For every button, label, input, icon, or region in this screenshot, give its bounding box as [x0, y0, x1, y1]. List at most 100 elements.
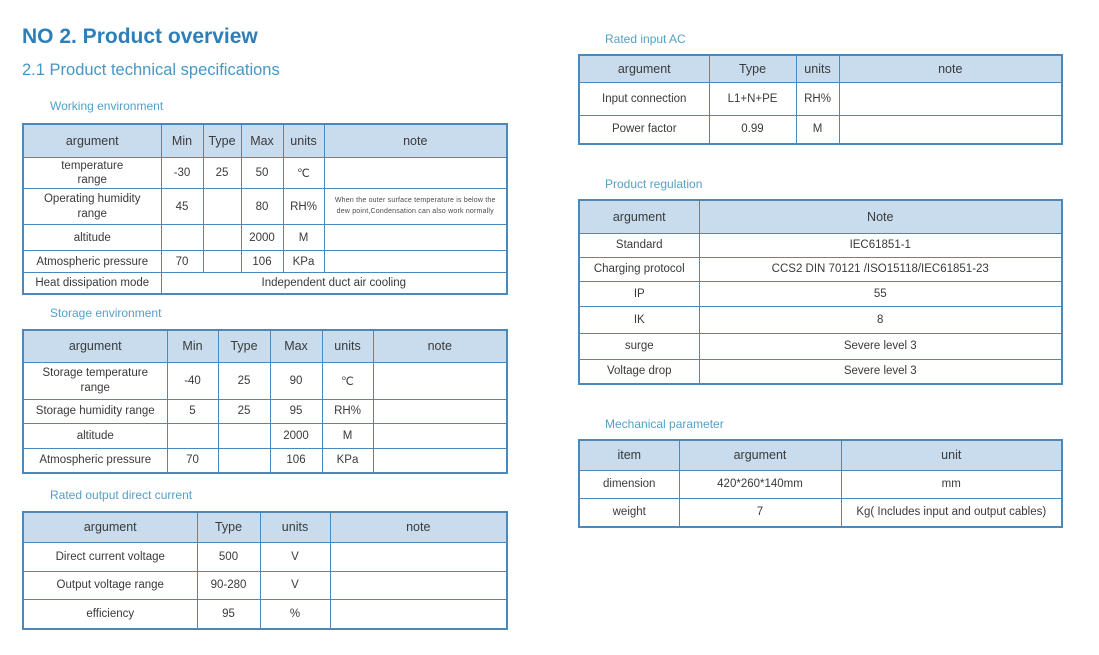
table-header-row: argument Min Type Max units note: [22, 329, 508, 363]
table-cell: 8: [698, 305, 1063, 334]
table-row: Direct current voltage 500 V: [22, 541, 508, 572]
table-cell: [372, 447, 508, 474]
column-header: units: [259, 511, 331, 543]
table-cell: weight: [578, 497, 680, 528]
table-cell: Severe level 3: [698, 358, 1063, 385]
table-cell: IEC61851-1: [698, 232, 1063, 258]
table-cell: M: [321, 422, 374, 449]
column-header: Type: [217, 329, 271, 363]
table-cell: [166, 422, 219, 449]
table-cell: 70: [160, 250, 204, 274]
table-cell: [217, 447, 271, 474]
column-header: Min: [166, 329, 219, 363]
table-cell: [329, 541, 508, 572]
table-cell: Heat dissipation mode: [22, 272, 162, 295]
table-cell: Atmospheric pressure: [22, 447, 168, 474]
column-header: Max: [240, 123, 284, 158]
column-header: argument: [22, 329, 168, 363]
column-header: Max: [269, 329, 323, 363]
table-header-row: argument Min Type Max units note: [22, 123, 508, 158]
table-cell: [323, 224, 508, 252]
column-header: units: [795, 54, 840, 83]
working-environment-label: Working environment: [50, 99, 164, 113]
table-row: Heat dissipation mode Independent duct a…: [22, 272, 508, 295]
working-environment-table: argument Min Type Max units note tempera…: [22, 123, 508, 295]
column-header: Type: [708, 54, 797, 83]
table-cell: Output voltage range: [22, 570, 198, 600]
column-header: units: [321, 329, 374, 363]
table-cell: [323, 156, 508, 190]
rated-input-ac-label: Rated input AC: [605, 32, 686, 46]
table-row: altitude 2000 M: [22, 224, 508, 252]
table-row: IK 8: [578, 305, 1063, 334]
table-cell: 0.99: [708, 114, 797, 145]
table-cell: 2000: [240, 224, 284, 252]
column-header: note: [323, 123, 508, 158]
table-cell: CCS2 DIN 70121 /ISO15118/IEC61851-23: [698, 256, 1063, 282]
table-cell: 106: [240, 250, 284, 274]
table-cell: -30: [160, 156, 204, 190]
table-row: Standard IEC61851-1: [578, 232, 1063, 258]
table-cell: [372, 398, 508, 424]
table-row: Power factor 0.99 M: [578, 114, 1063, 145]
table-cell: [202, 250, 242, 274]
table-row: Atmospheric pressure 70 106 KPa: [22, 447, 508, 474]
table-cell: [323, 250, 508, 274]
table-cell: KPa: [282, 250, 325, 274]
table-cell: Operating humidity range: [22, 188, 162, 226]
table-cell: 90: [269, 361, 323, 400]
table-cell: 50: [240, 156, 284, 190]
table-cell: Storage humidity range: [22, 398, 168, 424]
table-cell: [217, 422, 271, 449]
table-cell: 5: [166, 398, 219, 424]
table-cell: RH%: [282, 188, 325, 226]
table-cell: Input connection: [578, 81, 710, 116]
table-cell: [372, 422, 508, 449]
table-cell: [838, 114, 1063, 145]
table-cell: [838, 81, 1063, 116]
table-cell: Power factor: [578, 114, 710, 145]
table-row: weight 7 Kg( Includes input and output c…: [578, 497, 1063, 528]
table-cell: [202, 224, 242, 252]
table-cell: M: [795, 114, 840, 145]
column-header: argument: [678, 439, 842, 471]
product-regulation-table: argument Note Standard IEC61851-1 Chargi…: [578, 199, 1063, 385]
table-row: Operating humidity range 45 80 RH% When …: [22, 188, 508, 226]
table-cell: [329, 598, 508, 630]
table-cell: Direct current voltage: [22, 541, 198, 572]
column-header: note: [372, 329, 508, 363]
table-cell: IP: [578, 280, 700, 307]
table-cell: L1+N+PE: [708, 81, 797, 116]
table-cell: V: [259, 541, 331, 572]
table-cell: IK: [578, 305, 700, 334]
table-row: Storage humidity range 5 25 95 RH%: [22, 398, 508, 424]
product-regulation-label: Product regulation: [605, 177, 703, 191]
table-row: Atmospheric pressure 70 106 KPa: [22, 250, 508, 274]
column-header: unit: [840, 439, 1063, 471]
table-cell: -40: [166, 361, 219, 400]
table-row: dimension 420*260*140mm mm: [578, 469, 1063, 499]
table-cell: 500: [196, 541, 261, 572]
section-subtitle: 2.1 Product technical specifications: [22, 61, 280, 79]
table-cell: [372, 361, 508, 400]
table-cell-note: When the outer surface temperature is be…: [323, 188, 508, 226]
rated-output-dc-table: argument Type units note Direct current …: [22, 511, 508, 630]
column-header: Type: [202, 123, 242, 158]
table-cell: 90-280: [196, 570, 261, 600]
table-row: temperature range -30 25 50 ℃: [22, 156, 508, 190]
table-row: efficiency 95 %: [22, 598, 508, 630]
page-title: NO 2. Product overview: [22, 25, 258, 48]
table-cell: Storage temperature range: [22, 361, 168, 400]
column-header: argument: [578, 199, 700, 234]
table-cell: Atmospheric pressure: [22, 250, 162, 274]
rated-input-ac-table: argument Type units note Input connectio…: [578, 54, 1063, 145]
table-header-row: item argument unit: [578, 439, 1063, 471]
table-cell: 7: [678, 497, 842, 528]
table-row: IP 55: [578, 280, 1063, 307]
table-header-row: argument Type units note: [578, 54, 1063, 83]
table-cell: %: [259, 598, 331, 630]
table-cell: 70: [166, 447, 219, 474]
table-header-row: argument Note: [578, 199, 1063, 234]
rated-output-dc-label: Rated output direct current: [50, 488, 193, 502]
table-row: surge Severe level 3: [578, 332, 1063, 360]
